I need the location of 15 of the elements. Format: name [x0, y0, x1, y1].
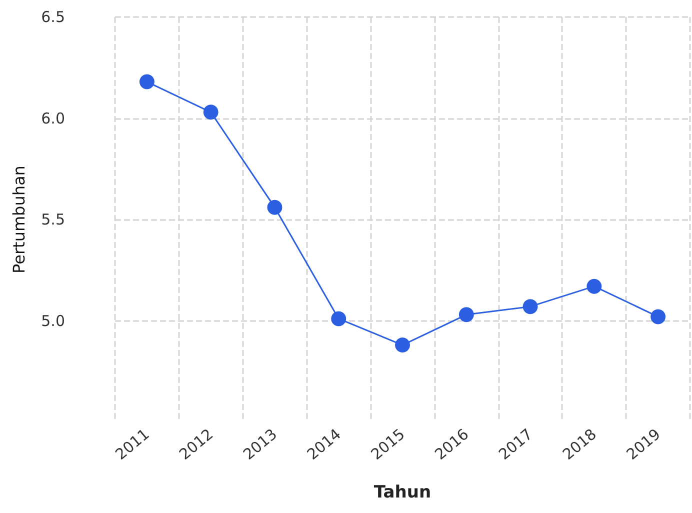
- point: [203, 104, 218, 120]
- point: [139, 74, 154, 90]
- point: [586, 278, 602, 294]
- point: [522, 299, 538, 314]
- y-tick-label: 5.5: [41, 210, 65, 228]
- point: [331, 311, 346, 326]
- y-tick-label: 6.0: [41, 109, 65, 128]
- x-axis-title: Tahun: [374, 482, 432, 502]
- point: [395, 338, 410, 353]
- y-axis-title: Pertumbuhan: [10, 166, 28, 274]
- point: [267, 200, 282, 215]
- point: [650, 309, 666, 324]
- y-tick-label: 5.0: [41, 312, 65, 330]
- y-tick-label: 6.5: [41, 8, 65, 26]
- point: [458, 307, 474, 322]
